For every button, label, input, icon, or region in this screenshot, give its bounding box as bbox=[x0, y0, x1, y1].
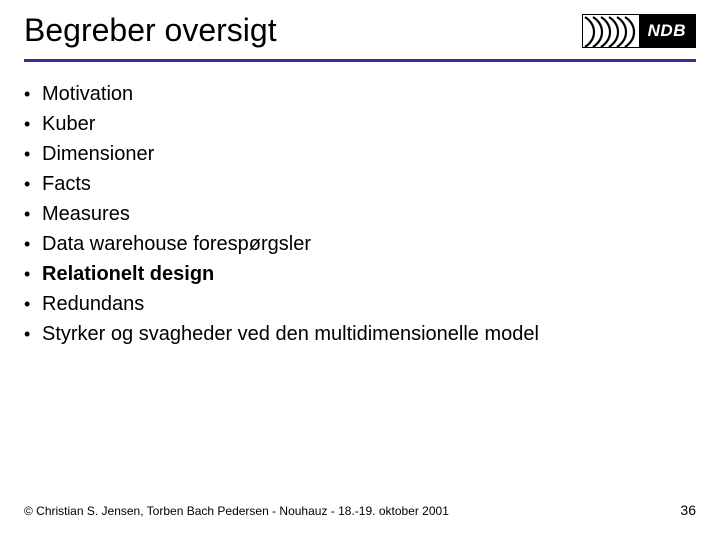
list-item-text: Measures bbox=[42, 202, 130, 226]
list-item: • Measures bbox=[24, 202, 696, 226]
list-item: • Relationelt design bbox=[24, 262, 696, 286]
list-item: • Motivation bbox=[24, 82, 696, 106]
bullet-icon: • bbox=[24, 262, 42, 286]
logo-text: NDB bbox=[644, 21, 690, 41]
list-item: • Dimensioner bbox=[24, 142, 696, 166]
list-item-text: Kuber bbox=[42, 112, 95, 136]
slide: Begreber oversigt NDB • Motivation bbox=[0, 0, 720, 540]
list-item: • Kuber bbox=[24, 112, 696, 136]
logo-swirl-icon bbox=[582, 14, 640, 48]
list-item-text: Dimensioner bbox=[42, 142, 154, 166]
list-item-text: Styrker og svagheder ved den multidimens… bbox=[42, 322, 539, 346]
list-item: • Styrker og svagheder ved den multidime… bbox=[24, 322, 696, 346]
copyright-text: © Christian S. Jensen, Torben Bach Peder… bbox=[24, 504, 449, 518]
bullet-list: • Motivation • Kuber • Dimensioner • Fac… bbox=[0, 62, 720, 346]
list-item-text: Relationelt design bbox=[42, 262, 214, 286]
footer: © Christian S. Jensen, Torben Bach Peder… bbox=[24, 502, 696, 518]
list-item-text: Data warehouse forespørgsler bbox=[42, 232, 311, 256]
bullet-icon: • bbox=[24, 202, 42, 226]
bullet-icon: • bbox=[24, 82, 42, 106]
list-item-text: Motivation bbox=[42, 82, 133, 106]
bullet-icon: • bbox=[24, 172, 42, 196]
bullet-icon: • bbox=[24, 322, 42, 346]
bullet-icon: • bbox=[24, 232, 42, 256]
list-item: • Facts bbox=[24, 172, 696, 196]
header: Begreber oversigt NDB bbox=[0, 0, 720, 57]
list-item: • Redundans bbox=[24, 292, 696, 316]
bullet-icon: • bbox=[24, 142, 42, 166]
bullet-icon: • bbox=[24, 112, 42, 136]
bullet-icon: • bbox=[24, 292, 42, 316]
ndb-logo: NDB bbox=[582, 14, 696, 48]
page-number: 36 bbox=[680, 502, 696, 518]
list-item: • Data warehouse forespørgsler bbox=[24, 232, 696, 256]
list-item-text: Redundans bbox=[42, 292, 144, 316]
list-item-text: Facts bbox=[42, 172, 91, 196]
